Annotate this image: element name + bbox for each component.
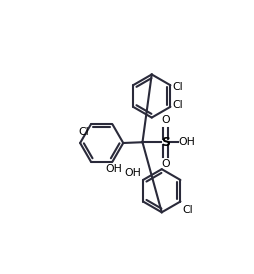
- Text: OH: OH: [179, 137, 196, 147]
- Text: Cl: Cl: [183, 205, 193, 215]
- Text: O: O: [161, 115, 170, 125]
- Text: Cl: Cl: [173, 82, 183, 92]
- Text: OH: OH: [106, 164, 122, 174]
- Text: Cl: Cl: [173, 100, 183, 110]
- Text: OH: OH: [124, 168, 141, 178]
- Text: S: S: [161, 136, 170, 149]
- Text: O: O: [161, 159, 170, 169]
- Text: Cl: Cl: [78, 127, 89, 137]
